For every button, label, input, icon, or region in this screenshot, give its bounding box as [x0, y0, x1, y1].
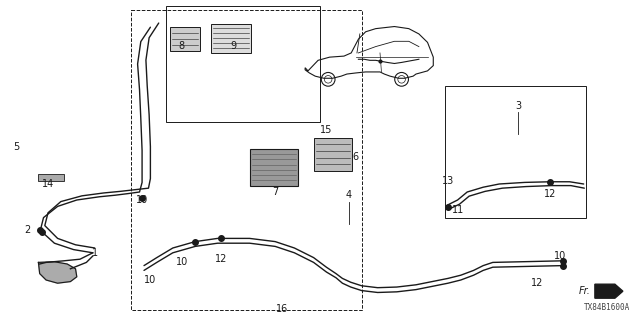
Text: 9: 9: [230, 41, 237, 52]
Text: 14: 14: [42, 179, 54, 189]
Text: 10: 10: [176, 257, 189, 268]
Text: 8: 8: [178, 41, 184, 52]
Text: 5: 5: [13, 142, 19, 152]
Text: 4: 4: [346, 190, 352, 200]
Text: 12: 12: [531, 278, 544, 288]
Text: 12: 12: [214, 254, 227, 264]
Text: Fr.: Fr.: [579, 286, 591, 296]
Bar: [38, 174, 64, 181]
Text: 10: 10: [554, 251, 566, 261]
Text: 11: 11: [451, 204, 464, 215]
Text: 12: 12: [544, 188, 557, 199]
Text: 10: 10: [144, 275, 157, 285]
Bar: [314, 138, 352, 171]
Text: 6: 6: [352, 152, 358, 162]
Bar: [131, 10, 362, 310]
Text: 2: 2: [24, 225, 31, 236]
Bar: [445, 86, 586, 218]
Text: TX84B1600A: TX84B1600A: [584, 303, 630, 312]
Text: 13: 13: [442, 176, 454, 186]
Text: 10: 10: [136, 195, 148, 205]
Text: 1: 1: [92, 248, 98, 258]
Polygon shape: [38, 262, 77, 283]
Bar: [211, 24, 251, 53]
FancyArrow shape: [595, 284, 623, 298]
Bar: [166, 6, 320, 122]
Text: 16: 16: [275, 304, 288, 314]
Bar: [250, 149, 298, 186]
Text: 7: 7: [272, 187, 278, 197]
Text: 3: 3: [515, 100, 522, 111]
Text: 15: 15: [320, 124, 333, 135]
Bar: [170, 27, 200, 51]
